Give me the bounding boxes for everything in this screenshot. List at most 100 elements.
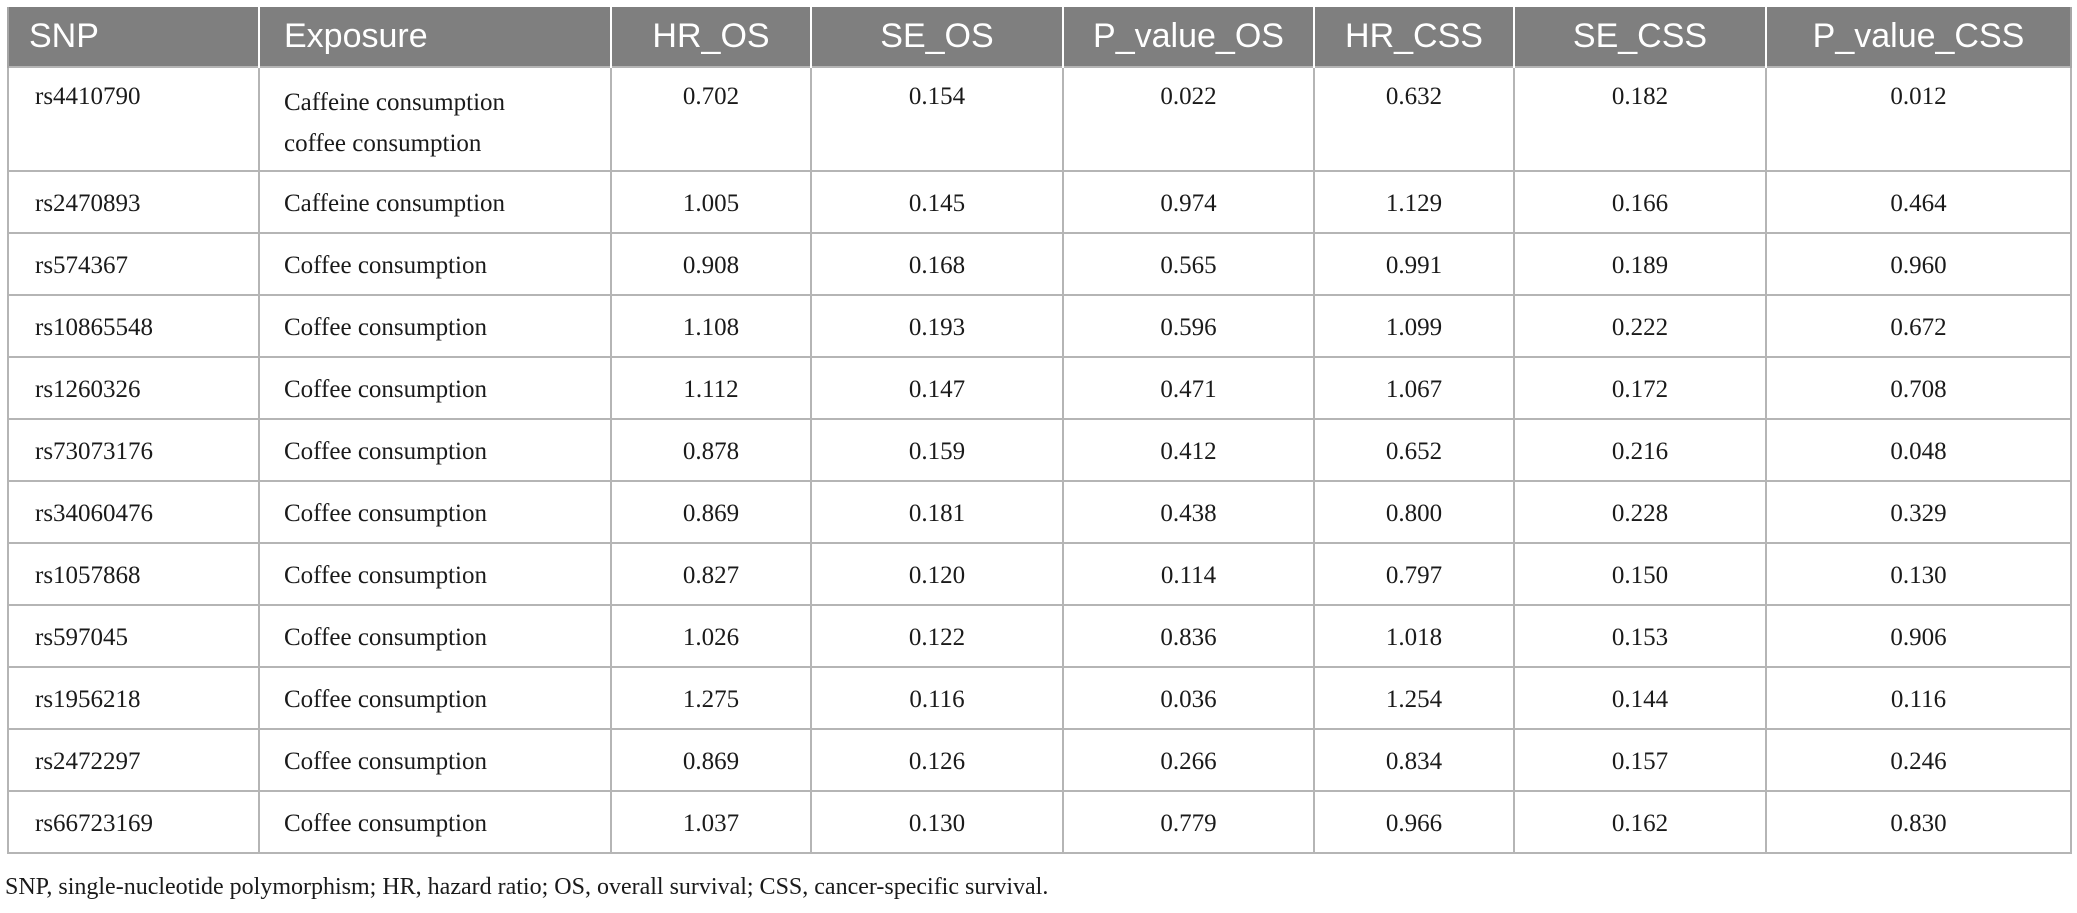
header-p-value-os: P_value_OS (1062, 7, 1315, 67)
exposure-cell: Coffee consumption (258, 356, 612, 420)
se-css-cell: 0.216 (1513, 418, 1767, 482)
snp-cell: rs597045 (7, 604, 260, 668)
hr-css-cell: 0.800 (1313, 480, 1515, 544)
p-value-css-cell: 0.130 (1765, 542, 2072, 606)
table-header: SNP Exposure HR_OS SE_OS P_value_OS HR_C… (7, 7, 2072, 67)
table-row: rs4410790 Caffeine consumption coffee cons… (7, 66, 2072, 172)
p-value-css-cell: 0.246 (1765, 728, 2072, 792)
table-row: rs73073176 Coffee consumption 0.878 0.159 0.… (7, 418, 2072, 482)
exposure-text: Caffeine consumption (284, 89, 506, 116)
snp-cell: rs34060476 (7, 480, 260, 544)
se-os-cell: 0.116 (810, 666, 1064, 730)
se-os-cell: 0.168 (810, 232, 1064, 296)
hr-os-cell: 1.108 (610, 294, 812, 358)
snp-cell: rs73073176 (7, 418, 260, 482)
snp-cell: rs10865548 (7, 294, 260, 358)
hr-css-cell: 1.129 (1313, 170, 1515, 234)
exposure-text: Coffee consumption (284, 500, 487, 527)
header-p-value-css: P_value_CSS (1765, 7, 2072, 67)
exposure-cell: Coffee consumption (258, 232, 612, 296)
se-os-cell: 0.159 (810, 418, 1064, 482)
exposure-cell: Coffee consumption (258, 790, 612, 854)
p-value-css-cell: 0.960 (1765, 232, 2072, 296)
hr-css-cell: 0.834 (1313, 728, 1515, 792)
se-os-cell: 0.193 (810, 294, 1064, 358)
hr-os-cell: 1.112 (610, 356, 812, 420)
se-css-cell: 0.166 (1513, 170, 1767, 234)
se-os-cell: 0.120 (810, 542, 1064, 606)
snp-cell: rs2470893 (7, 170, 260, 234)
snp-cell: rs574367 (7, 232, 260, 296)
table-row: rs1057868 Coffee consumption 0.827 0.120 0.1… (7, 542, 2072, 606)
p-value-os-cell: 0.266 (1062, 728, 1315, 792)
table-row: rs66723169 Coffee consumption 1.037 0.130 0.… (7, 790, 2072, 854)
exposure-cell: Coffee consumption (258, 418, 612, 482)
se-os-cell: 0.154 (810, 66, 1064, 172)
data-table: SNP Exposure HR_OS SE_OS P_value_OS HR_C… (7, 7, 2072, 854)
exposure-text: Coffee consumption (284, 252, 487, 279)
hr-os-cell: 0.702 (610, 66, 812, 172)
se-os-cell: 0.122 (810, 604, 1064, 668)
hr-os-cell: 1.275 (610, 666, 812, 730)
se-css-cell: 0.228 (1513, 480, 1767, 544)
hr-os-cell: 1.037 (610, 790, 812, 854)
p-value-os-cell: 0.036 (1062, 666, 1315, 730)
hr-css-cell: 1.254 (1313, 666, 1515, 730)
p-value-os-cell: 0.022 (1062, 66, 1315, 172)
hr-os-cell: 1.005 (610, 170, 812, 234)
se-css-cell: 0.172 (1513, 356, 1767, 420)
p-value-css-cell: 0.048 (1765, 418, 2072, 482)
se-css-cell: 0.182 (1513, 66, 1767, 172)
p-value-os-cell: 0.836 (1062, 604, 1315, 668)
snp-cell: rs1956218 (7, 666, 260, 730)
hr-os-cell: 1.026 (610, 604, 812, 668)
exposure-text: Coffee consumption (284, 810, 487, 837)
exposure-text: coffee consumption (284, 130, 482, 157)
se-css-cell: 0.144 (1513, 666, 1767, 730)
snp-cell: rs2472297 (7, 728, 260, 792)
p-value-os-cell: 0.779 (1062, 790, 1315, 854)
hr-css-cell: 0.652 (1313, 418, 1515, 482)
hr-os-cell: 0.827 (610, 542, 812, 606)
se-os-cell: 0.130 (810, 790, 1064, 854)
exposure-text: Coffee consumption (284, 314, 487, 341)
hr-css-cell: 0.966 (1313, 790, 1515, 854)
table-row: rs1260326 Coffee consumption 1.112 0.147 0.4… (7, 356, 2072, 420)
p-value-os-cell: 0.596 (1062, 294, 1315, 358)
header-row: SNP Exposure HR_OS SE_OS P_value_OS HR_C… (7, 7, 2072, 67)
exposure-text: Coffee consumption (284, 624, 487, 651)
se-os-cell: 0.147 (810, 356, 1064, 420)
header-snp: SNP (7, 7, 260, 67)
p-value-css-cell: 0.708 (1765, 356, 2072, 420)
header-se-css: SE_CSS (1513, 7, 1767, 67)
header-hr-css: HR_CSS (1313, 7, 1515, 67)
exposure-cell: Caffeine consumption coffee consumption (258, 66, 612, 172)
header-se-os: SE_OS (810, 7, 1064, 67)
se-css-cell: 0.153 (1513, 604, 1767, 668)
hr-css-cell: 1.067 (1313, 356, 1515, 420)
hr-os-cell: 0.908 (610, 232, 812, 296)
p-value-os-cell: 0.438 (1062, 480, 1315, 544)
se-css-cell: 0.150 (1513, 542, 1767, 606)
hr-css-cell: 1.018 (1313, 604, 1515, 668)
p-value-css-cell: 0.672 (1765, 294, 2072, 358)
exposure-text: Coffee consumption (284, 686, 487, 713)
header-exposure: Exposure (258, 7, 612, 67)
table-row: rs2472297 Coffee consumption 0.869 0.126 0.2… (7, 728, 2072, 792)
header-hr-os: HR_OS (610, 7, 812, 67)
p-value-css-cell: 0.830 (1765, 790, 2072, 854)
p-value-css-cell: 0.116 (1765, 666, 2072, 730)
p-value-os-cell: 0.471 (1062, 356, 1315, 420)
se-css-cell: 0.222 (1513, 294, 1767, 358)
p-value-os-cell: 0.412 (1062, 418, 1315, 482)
exposure-text: Coffee consumption (284, 438, 487, 465)
p-value-css-cell: 0.012 (1765, 66, 2072, 172)
p-value-os-cell: 0.114 (1062, 542, 1315, 606)
exposure-cell: Coffee consumption (258, 294, 612, 358)
hr-os-cell: 0.869 (610, 480, 812, 544)
se-css-cell: 0.162 (1513, 790, 1767, 854)
se-os-cell: 0.126 (810, 728, 1064, 792)
table-row: rs2470893 Caffeine consumption 1.005 0.145 0… (7, 170, 2072, 234)
snp-cell: rs1057868 (7, 542, 260, 606)
